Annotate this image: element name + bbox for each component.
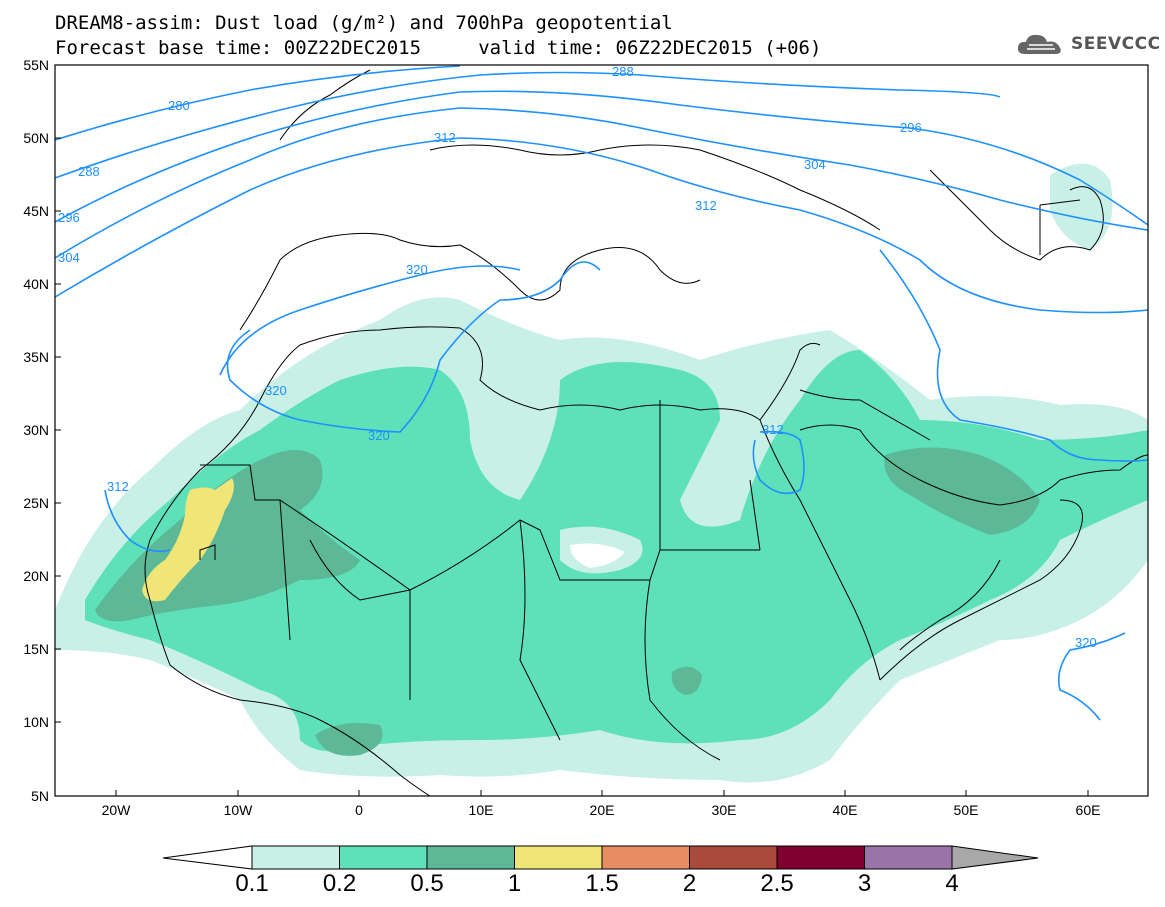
colorbar-swatch xyxy=(426,845,515,870)
dust-field-yellow xyxy=(142,478,234,602)
contour-304 xyxy=(55,107,1148,259)
lon-label: 10W xyxy=(224,802,254,818)
colorbar-over-arrow xyxy=(951,845,1039,870)
lon-ticks xyxy=(115,790,1089,796)
forecast-time-line: Forecast base time: 00Z22DEC2015 valid t… xyxy=(55,37,822,59)
lat-label: 10N xyxy=(23,714,49,730)
contour-labels: 280 288 296 304 312 320 288 296 304 312 … xyxy=(58,64,1097,650)
colorbar-tick-label: 0.5 xyxy=(410,870,444,897)
dust-field-dark-arabia xyxy=(884,447,1040,535)
lat-label: 15N xyxy=(23,641,49,657)
contour-label: 312 xyxy=(762,422,784,437)
colorbar-under-arrow xyxy=(162,845,253,870)
contour-label: 296 xyxy=(58,210,80,225)
colorbar-boxes xyxy=(251,845,953,870)
contour-280 xyxy=(55,65,461,141)
lon-labels: 20W 10W 0 10E 20E 30E 40E 50E 60E xyxy=(102,802,1101,818)
contour-320-east xyxy=(1057,632,1126,721)
contour-label: 312 xyxy=(434,130,456,145)
lat-label: 50N xyxy=(23,130,49,146)
lon-label: 20W xyxy=(102,802,132,818)
colorbar-tick-label: 3 xyxy=(857,870,872,897)
lat-label: 30N xyxy=(23,422,49,438)
lat-labels: 55N 50N 45N 40N 35N 30N 25N 20N 15N 10N … xyxy=(23,57,49,804)
contour-label: 304 xyxy=(804,157,826,172)
lat-label: 35N xyxy=(23,349,49,365)
contour-label: 296 xyxy=(900,120,922,135)
lon-label: 40E xyxy=(833,802,858,818)
map-title: DREAM8-assim: Dust load (g/m²) and 700hP… xyxy=(55,12,673,34)
contour-label: 280 xyxy=(168,98,190,113)
lon-label: 10E xyxy=(469,802,494,818)
contour-label: 288 xyxy=(78,164,100,179)
lat-label: 20N xyxy=(23,568,49,584)
contour-320 xyxy=(226,261,601,433)
colorbar-tick-label: 1.5 xyxy=(585,870,619,897)
dust-free-patch-egypt xyxy=(570,543,625,568)
dust-field-dark-sudan xyxy=(671,666,702,695)
contour-label: 304 xyxy=(58,250,80,265)
contour-320-north xyxy=(219,265,521,376)
colorbar-swatch xyxy=(251,845,340,870)
lon-label: 30E xyxy=(712,802,737,818)
contour-label: 320 xyxy=(1075,635,1097,650)
colorbar-swatch xyxy=(864,845,953,870)
lon-label: 0 xyxy=(355,802,363,818)
contour-312-red-sea xyxy=(752,430,805,495)
colorbar-swatch xyxy=(776,845,865,870)
lat-label: 45N xyxy=(23,203,49,219)
contour-label: 320 xyxy=(368,428,390,443)
lat-label: 25N xyxy=(23,495,49,511)
contour-312-africa xyxy=(104,489,171,553)
lat-label: 55N xyxy=(23,57,49,73)
seevccc-logo: SEEVCCC xyxy=(1015,30,1161,58)
contour-312-east xyxy=(879,249,1148,462)
contour-label: 320 xyxy=(406,262,428,277)
cloud-icon xyxy=(1017,34,1061,54)
colorbar-swatch xyxy=(689,845,778,870)
colorbar-tick-label: 2 xyxy=(682,870,697,897)
colorbar-swatch xyxy=(514,845,603,870)
contour-label: 288 xyxy=(612,64,634,79)
colorbar-swatch xyxy=(601,845,690,870)
dust-field-light-caspian xyxy=(1050,163,1113,250)
contour-label: 320 xyxy=(265,383,287,398)
colorbar-tick-label: 4 xyxy=(945,870,959,897)
contour-296 xyxy=(55,90,1148,226)
colorbar-tick-label: 1 xyxy=(507,870,522,897)
geopotential-contours xyxy=(55,65,1148,721)
contour-label: 312 xyxy=(695,198,717,213)
colorbar-swatch xyxy=(339,845,428,870)
lat-label: 5N xyxy=(31,788,49,804)
contour-312 xyxy=(55,137,1148,314)
lon-label: 50E xyxy=(954,802,979,818)
colorbar-tick-label: 0.2 xyxy=(322,870,357,897)
colorbar-tick-label: 2.5 xyxy=(760,870,794,897)
lon-label: 20E xyxy=(590,802,615,818)
logo-text: SEEVCCC xyxy=(1071,34,1161,54)
lat-label: 40N xyxy=(23,276,49,292)
contour-288 xyxy=(55,71,1001,179)
lat-ticks xyxy=(55,64,61,797)
colorbar-tick-label: 0.1 xyxy=(235,870,269,897)
lon-label: 60E xyxy=(1076,802,1101,818)
colorbar xyxy=(162,845,1039,870)
contour-label: 312 xyxy=(107,479,129,494)
dust-load-fill xyxy=(55,65,1148,796)
